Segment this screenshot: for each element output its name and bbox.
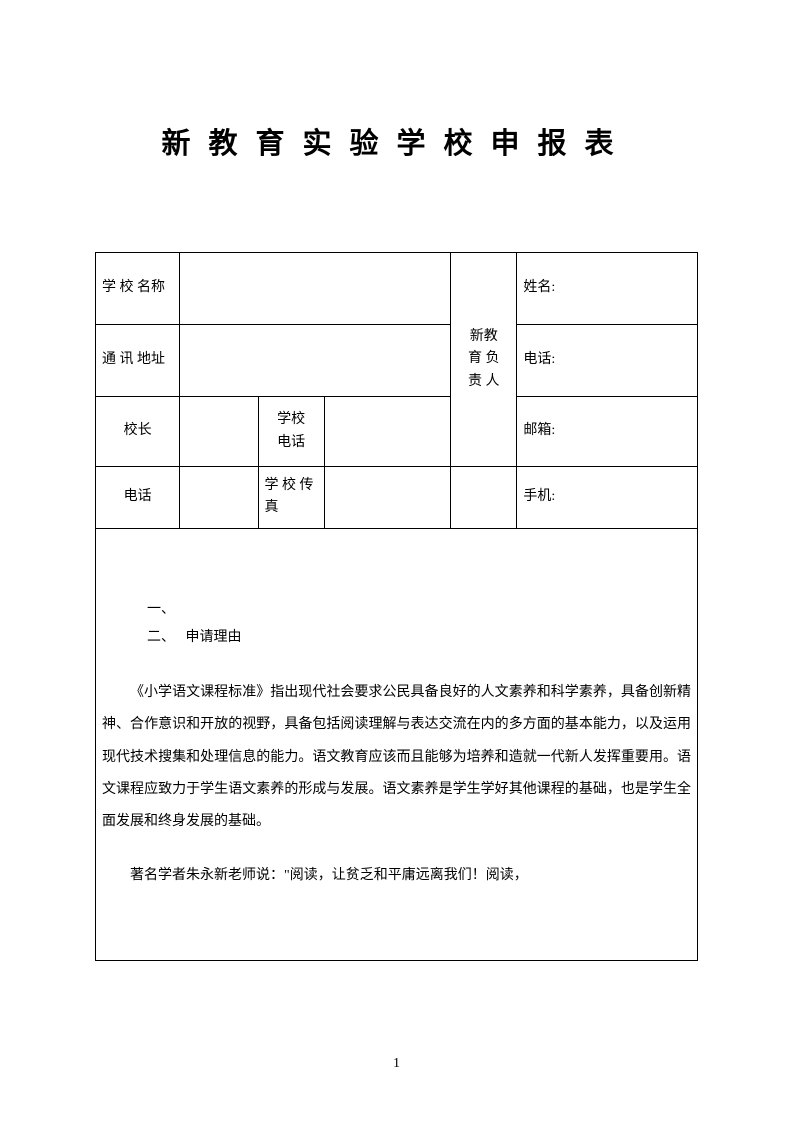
value-school-phone — [324, 397, 450, 467]
label-mobile: 手机: — [517, 467, 698, 529]
value-phone — [180, 467, 258, 529]
content-section: 一、 二、 申请理由 《小学语文课程标准》指出现代社会要求公民具备良好的人文素养… — [96, 528, 698, 960]
value-address — [180, 325, 451, 397]
list-item-one: 一、 — [102, 596, 691, 624]
value-school-name — [180, 253, 451, 325]
page-title: 新教育实验学校申报表 — [95, 120, 698, 162]
list-item-two: 二、 申请理由 — [102, 624, 691, 652]
reason-heading: 一、 二、 申请理由 — [102, 596, 691, 652]
application-form-table: 学 校 名称 新教育 负责 人 姓名: 通 讯 地址 电话: 校长 学校电话 邮… — [95, 252, 698, 961]
value-school-fax — [324, 467, 450, 529]
value-principal — [180, 397, 258, 467]
page-number: 1 — [0, 1056, 793, 1072]
label-address: 通 讯 地址 — [96, 325, 180, 397]
label-leader: 新教育 负责 人 — [451, 253, 517, 467]
label-tel: 电话: — [517, 325, 698, 397]
label-school-phone: 学校电话 — [258, 397, 324, 467]
label-school-fax: 学 校 传真 — [258, 467, 324, 529]
paragraph-1: 《小学语文课程标准》指出现代社会要求公民具备良好的人文素养和科学素养，具备创新精… — [102, 677, 691, 838]
paragraph-2: 著名学者朱永新老师说："阅读，让贫乏和平庸远离我们！阅读， — [102, 860, 691, 892]
label-phone: 电话 — [96, 467, 180, 529]
label-principal: 校长 — [96, 397, 180, 467]
value-leader-blank — [451, 467, 517, 529]
label-name: 姓名: — [517, 253, 698, 325]
label-email: 邮箱: — [517, 397, 698, 467]
label-school-name: 学 校 名称 — [96, 253, 180, 325]
